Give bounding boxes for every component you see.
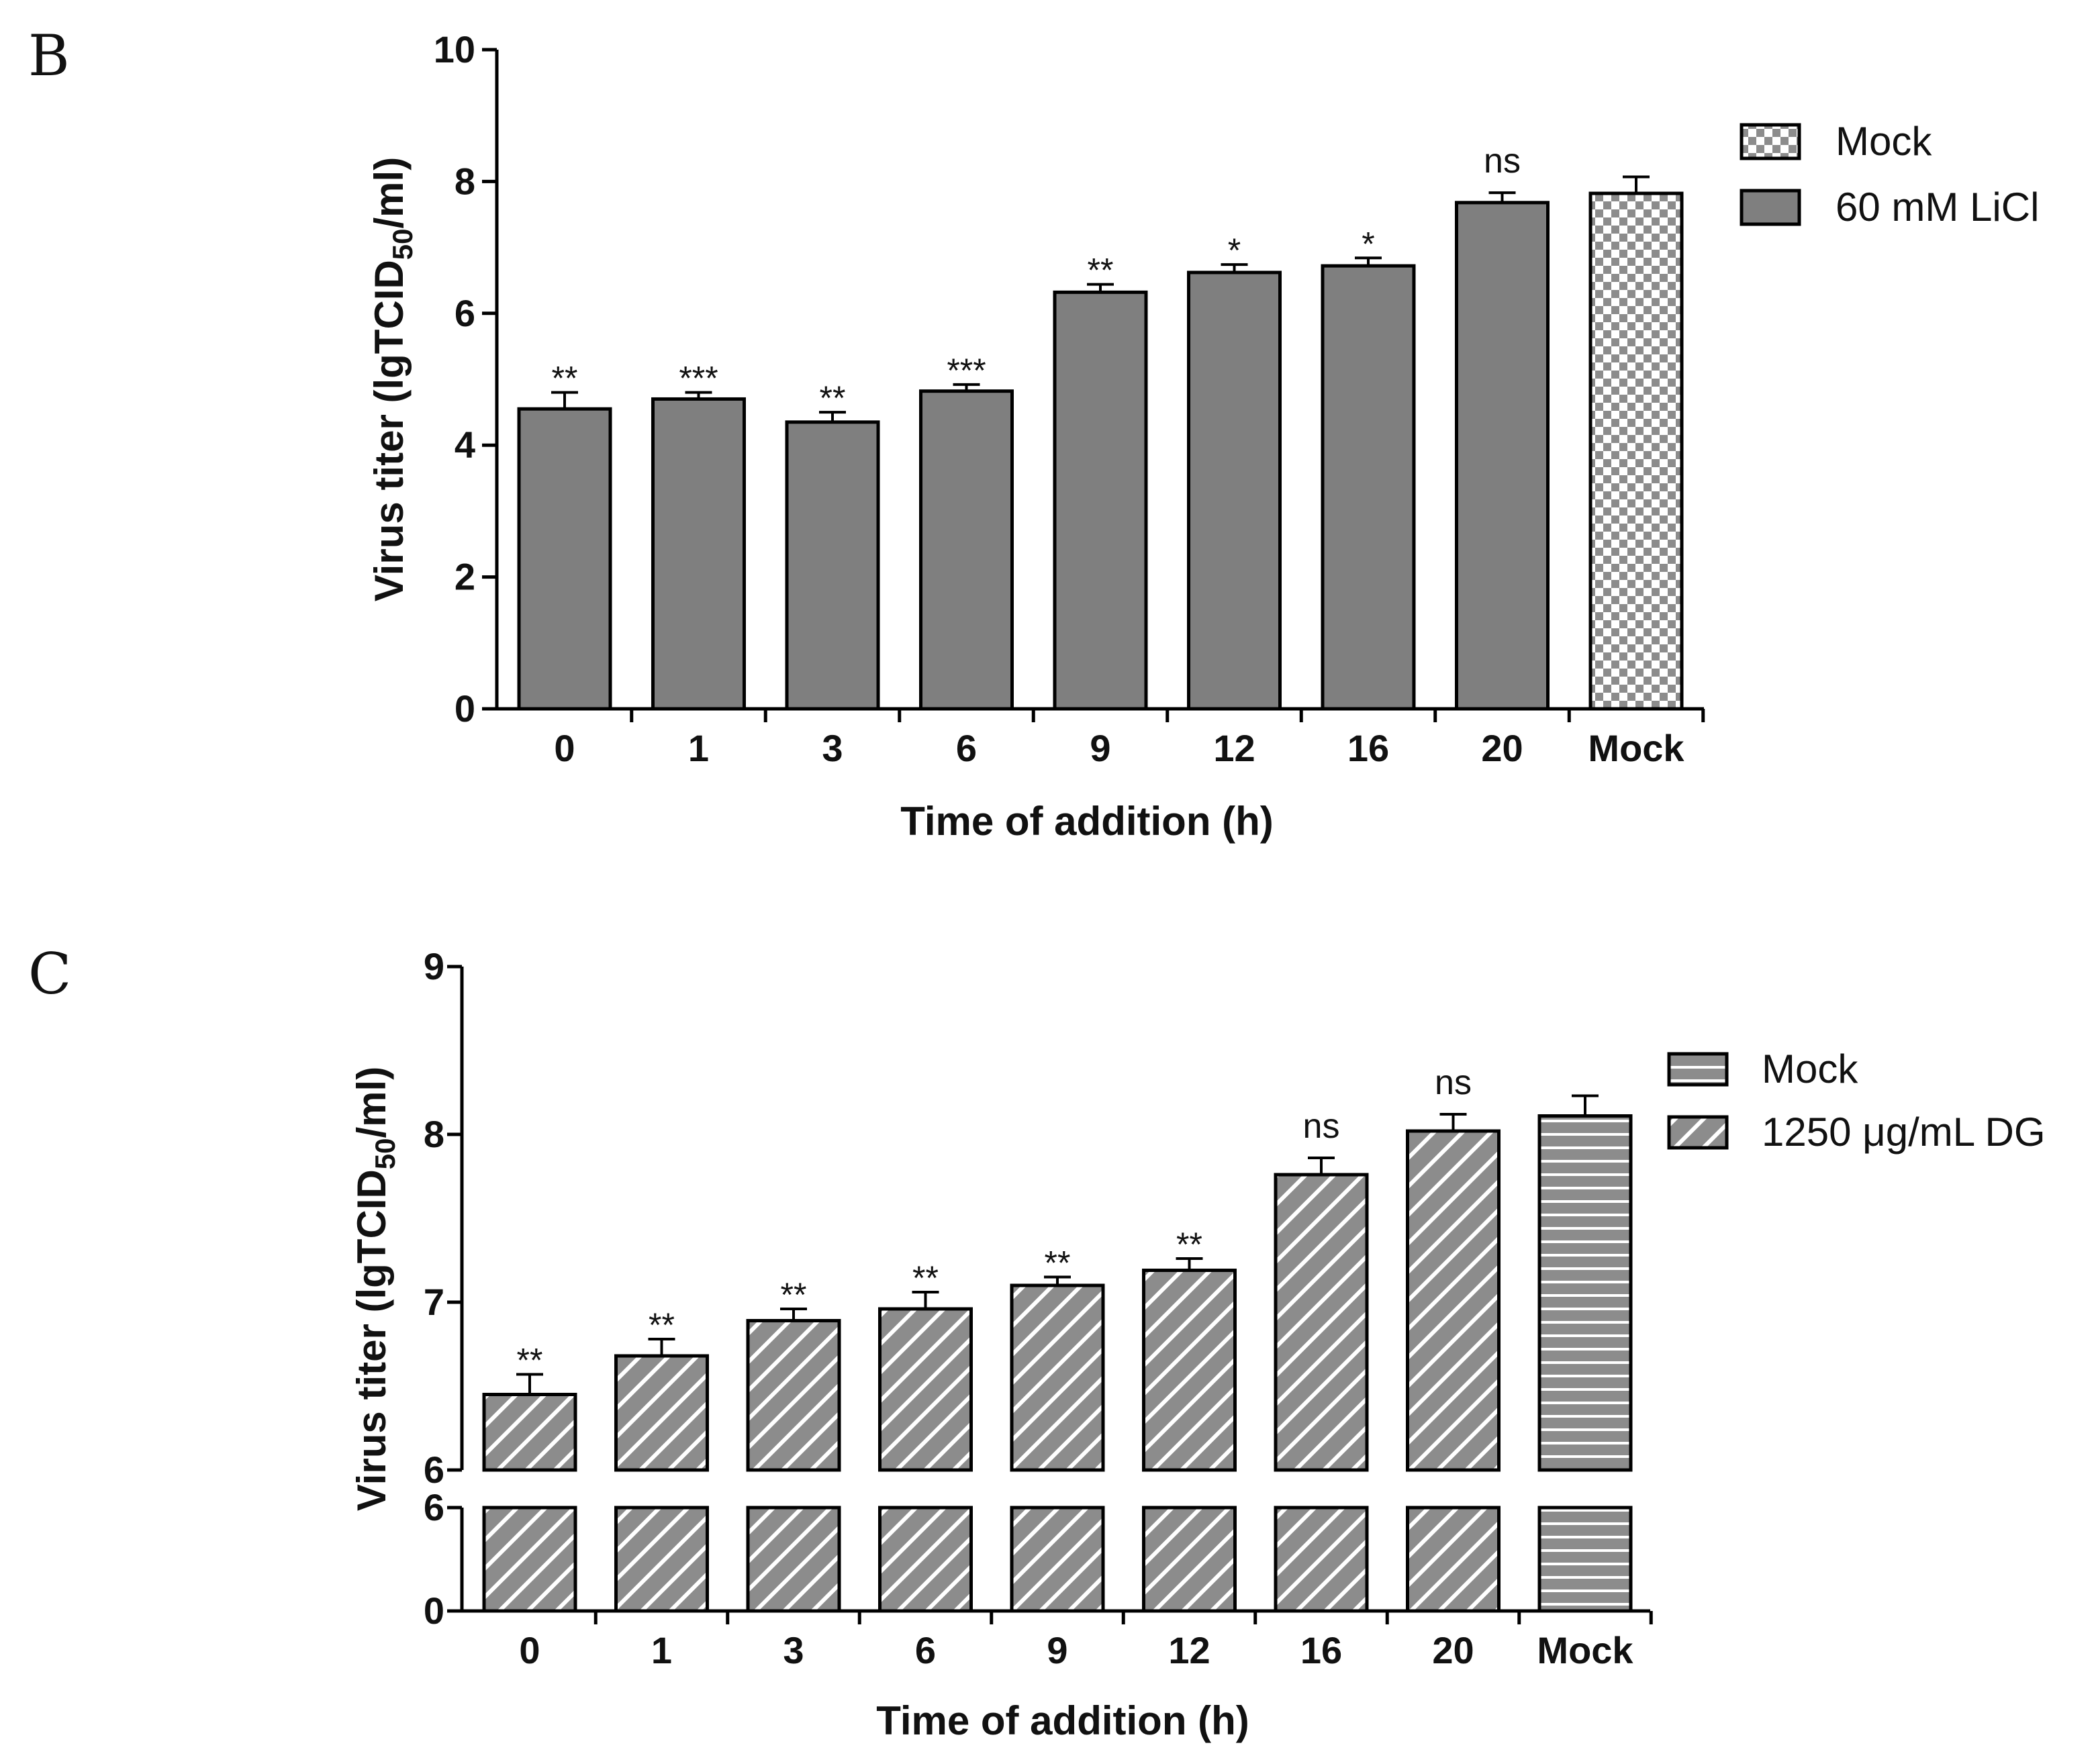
legend-label-b-1: 60 mM LiCl (1836, 185, 2039, 230)
x-tick-label-b-1: 1 (688, 727, 709, 769)
legend-swatch-b-0 (1740, 123, 1801, 160)
y-tick-label-b-4: 4 (455, 424, 475, 466)
x-tick-label-b-16: 16 (1347, 727, 1389, 769)
bar-b-1 (651, 397, 746, 711)
legend-swatch-c-0 (1667, 1052, 1729, 1087)
bar-c-lower-3 (746, 1506, 841, 1613)
x-tick-label-c-Mock: Mock (1537, 1629, 1633, 1671)
y-axis-title-b: Virus titer (lgTCID50/ml) (367, 157, 418, 601)
significance-label-b-1: *** (679, 360, 718, 397)
x-tick-label-c-6: 6 (915, 1629, 936, 1671)
bar-b-Mock (1588, 191, 1684, 711)
bar-c-lower-12 (1142, 1506, 1237, 1613)
y-tick-label-b-6: 6 (455, 292, 475, 334)
legend-label-c-0: Mock (1762, 1046, 1858, 1091)
bar-c-upper-20 (1406, 1129, 1501, 1472)
y-tick-label-b-0: 0 (455, 687, 475, 730)
x-tick-label-b-3: 3 (822, 727, 843, 769)
bar-c-upper-Mock (1537, 1114, 1633, 1472)
bar-c-lower-0 (482, 1506, 577, 1613)
x-tick-label-b-Mock: Mock (1588, 727, 1684, 769)
x-tick-label-c-1: 1 (651, 1629, 672, 1671)
significance-label-b-12: * (1228, 232, 1241, 269)
significance-label-c-0: ** (517, 1342, 543, 1379)
bar-c-upper-0 (482, 1393, 577, 1472)
x-tick-label-c-3: 3 (783, 1629, 804, 1671)
y-tick-label-c-up-9: 9 (424, 945, 444, 987)
y-tick-label-c-lo-0: 0 (424, 1589, 444, 1632)
x-tick-label-b-12: 12 (1213, 727, 1255, 769)
legend-label-b-0: Mock (1836, 119, 1932, 164)
panel-letter-c: C (28, 941, 71, 1007)
bar-c-lower-Mock (1537, 1506, 1633, 1613)
y-tick-label-c-up-6: 6 (424, 1449, 444, 1491)
bar-c-upper-12 (1142, 1269, 1237, 1472)
x-tick-label-c-20: 20 (1432, 1629, 1474, 1671)
significance-label-b-0: ** (552, 360, 578, 397)
x-tick-label-b-6: 6 (956, 727, 977, 769)
bar-c-lower-9 (1010, 1506, 1105, 1613)
y-tick-label-b-10: 10 (434, 28, 475, 70)
significance-label-c-9: ** (1045, 1244, 1071, 1282)
bar-c-lower-6 (878, 1506, 973, 1613)
bar-c-upper-16 (1274, 1173, 1369, 1472)
bar-c-upper-1 (614, 1354, 709, 1472)
bar-b-16 (1321, 264, 1416, 711)
bar-b-6 (919, 389, 1014, 711)
significance-label-c-3: ** (781, 1276, 807, 1314)
significance-label-c-20: ns (1435, 1063, 1472, 1102)
significance-label-b-3: ** (820, 379, 846, 417)
panel-letter-b: B (28, 23, 70, 89)
significance-label-c-16: ns (1303, 1107, 1340, 1146)
significance-label-b-20: ns (1484, 142, 1521, 181)
bar-b-9 (1053, 290, 1148, 711)
bar-b-12 (1187, 271, 1282, 711)
significance-label-c-6: ** (912, 1259, 939, 1297)
x-tick-label-c-9: 9 (1047, 1629, 1067, 1671)
bar-c-lower-1 (614, 1506, 709, 1613)
significance-label-b-6: *** (947, 352, 986, 389)
y-axis-title-c: Virus titer (lgTCID50/ml) (349, 1067, 401, 1511)
bar-c-upper-9 (1010, 1283, 1105, 1472)
y-tick-label-c-up-7: 7 (424, 1281, 444, 1323)
x-tick-label-c-12: 12 (1168, 1629, 1210, 1671)
significance-label-c-1: ** (649, 1306, 675, 1344)
bar-b-0 (517, 407, 612, 711)
bar-b-20 (1455, 201, 1550, 711)
y-tick-label-c-up-8: 8 (424, 1113, 444, 1155)
x-tick-label-c-0: 0 (519, 1629, 540, 1671)
y-tick-label-b-2: 2 (455, 556, 475, 598)
x-axis-title-c: Time of addition (h) (876, 1698, 1249, 1743)
x-tick-label-c-16: 16 (1300, 1629, 1342, 1671)
x-tick-label-b-9: 9 (1090, 727, 1110, 769)
bar-c-lower-20 (1406, 1506, 1501, 1613)
bar-c-upper-6 (878, 1307, 973, 1472)
x-axis-title-b: Time of addition (h) (900, 799, 1274, 844)
x-tick-label-b-20: 20 (1481, 727, 1523, 769)
legend-swatch-c-1 (1667, 1115, 1729, 1150)
x-tick-label-b-0: 0 (554, 727, 575, 769)
significance-label-b-9: ** (1088, 252, 1114, 289)
legend-label-c-1: 1250 μg/mL DG (1762, 1110, 2046, 1155)
y-tick-label-c-lo-6: 6 (424, 1486, 444, 1528)
chart-panel-b: 0 2 4 6 8 10 ** 0 *** 1 ** 3 *** 6 ** 9 * 12 * 16 ns 20 Mock Ti… (367, 28, 2039, 844)
bar-c-upper-3 (746, 1319, 841, 1472)
legend-swatch-b-1 (1740, 189, 1801, 226)
significance-label-c-12: ** (1176, 1226, 1202, 1263)
significance-label-b-16: * (1362, 225, 1374, 262)
bar-b-3 (785, 420, 880, 711)
chart-panel-c: 6 7 8 9 0 6 ** 0 ** 1 ** 3 ** 6 ** 9 ** 12 ns 16 ns 20 Mock Tim… (349, 945, 2046, 1743)
bar-c-lower-16 (1274, 1506, 1369, 1613)
y-tick-label-b-8: 8 (455, 160, 475, 202)
